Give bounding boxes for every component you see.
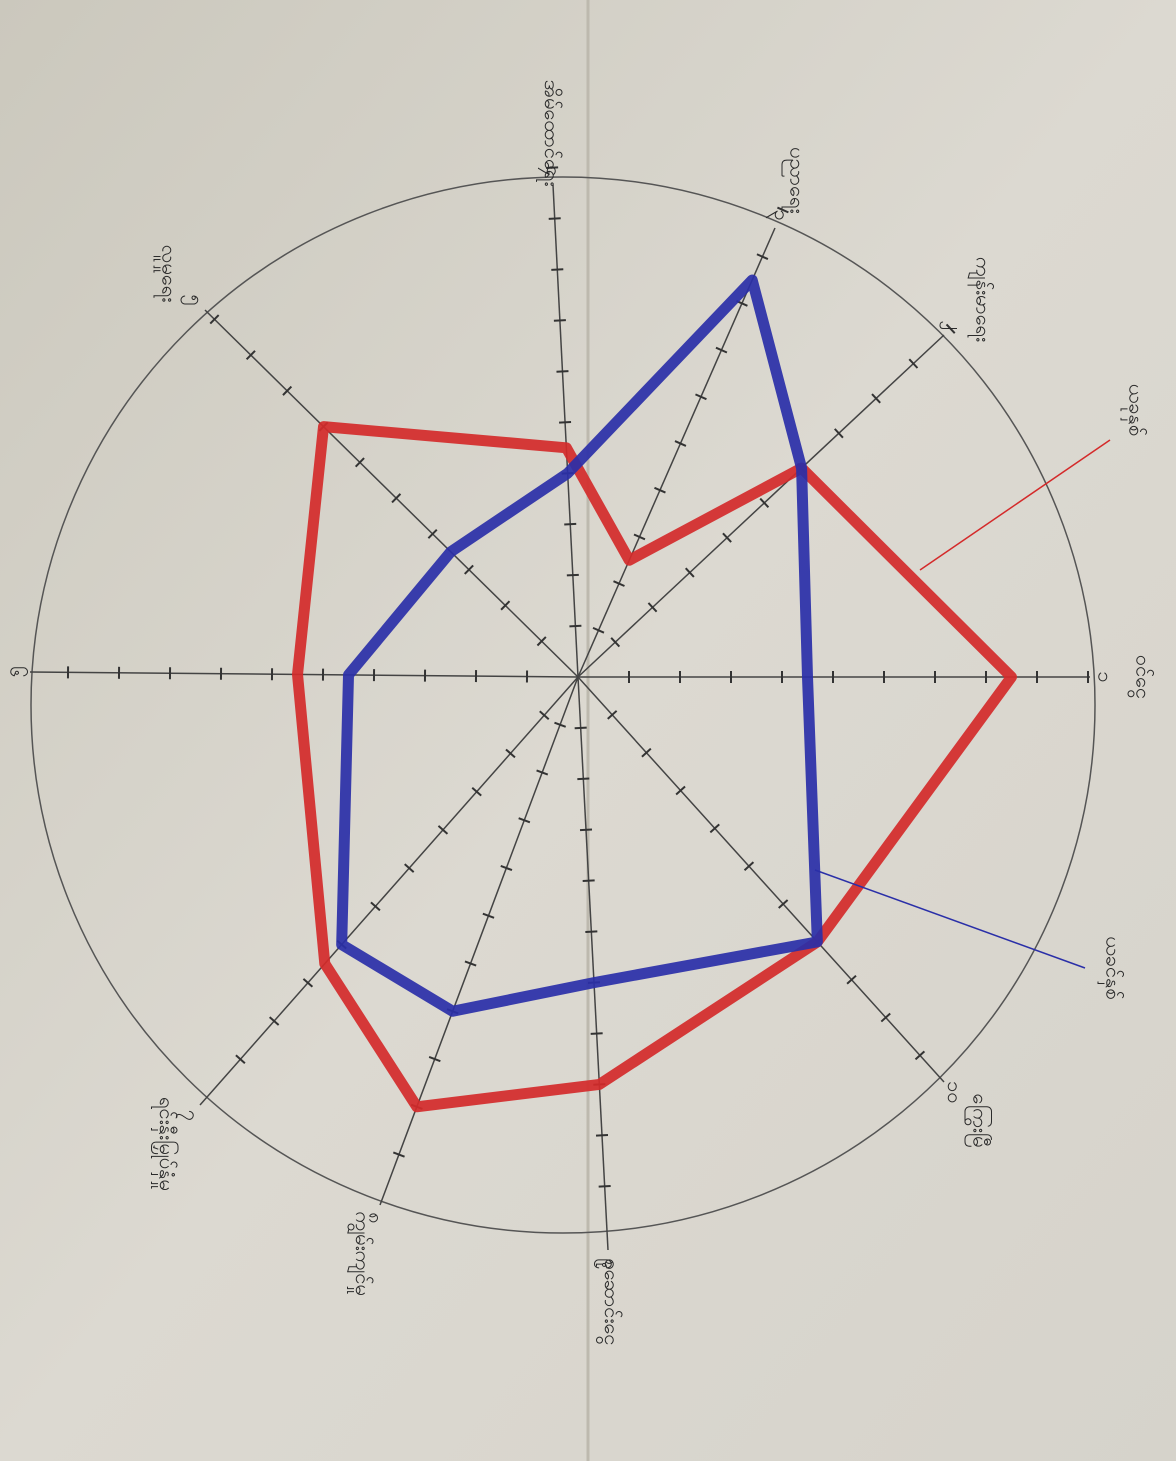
axis-label: ကြွေးမြီ — [964, 1094, 992, 1148]
tick-mark — [564, 524, 576, 525]
axis-label: အိမ်ထောင်ရေး — [536, 80, 564, 187]
tick-mark — [585, 931, 597, 932]
tick-mark — [577, 779, 589, 780]
tick-mark — [575, 728, 587, 729]
axis-number: ၆ — [6, 666, 30, 677]
tick-mark — [583, 880, 595, 881]
axis-number: ၁ — [1094, 671, 1118, 682]
tick-mark — [554, 320, 566, 321]
tick-mark — [580, 829, 592, 830]
axis-label: ကျန်းမာရေး — [967, 257, 995, 342]
axis-label: ရင်းနှီးမြှုပ်နှံမှု — [151, 1097, 179, 1191]
legend-label: ယခင်နှစ် — [1098, 936, 1126, 999]
tick-mark — [559, 422, 571, 423]
tick-mark — [591, 1033, 603, 1034]
tick-mark — [556, 371, 568, 372]
axis-label: ပညာရေး — [781, 147, 809, 213]
tick-mark — [567, 575, 579, 576]
axis-number: ၂ — [940, 321, 968, 331]
legend-label: ယခုနှစ် — [1121, 384, 1149, 436]
axis-label: စုဆောင်းငွေ — [596, 1258, 624, 1345]
chart: ၁ဝင်ငွေ၂ကျန်းမာရေး၃ပညာရေး၄အိမ်ထောင်ရေး၅လ… — [0, 0, 1176, 1461]
axis-label: လူမှုရေး — [153, 245, 181, 303]
axis-number: ၇ — [176, 1110, 204, 1121]
axis-number: ၁၀ — [943, 1081, 967, 1104]
tick-mark — [599, 1186, 611, 1187]
tick-mark — [569, 626, 581, 627]
tick-mark — [549, 218, 561, 219]
tick-mark — [551, 269, 563, 270]
axis-number: ၅ — [181, 295, 209, 306]
tick-mark — [596, 1135, 608, 1136]
axis-label: ဝင်ငွေ — [1128, 655, 1156, 699]
